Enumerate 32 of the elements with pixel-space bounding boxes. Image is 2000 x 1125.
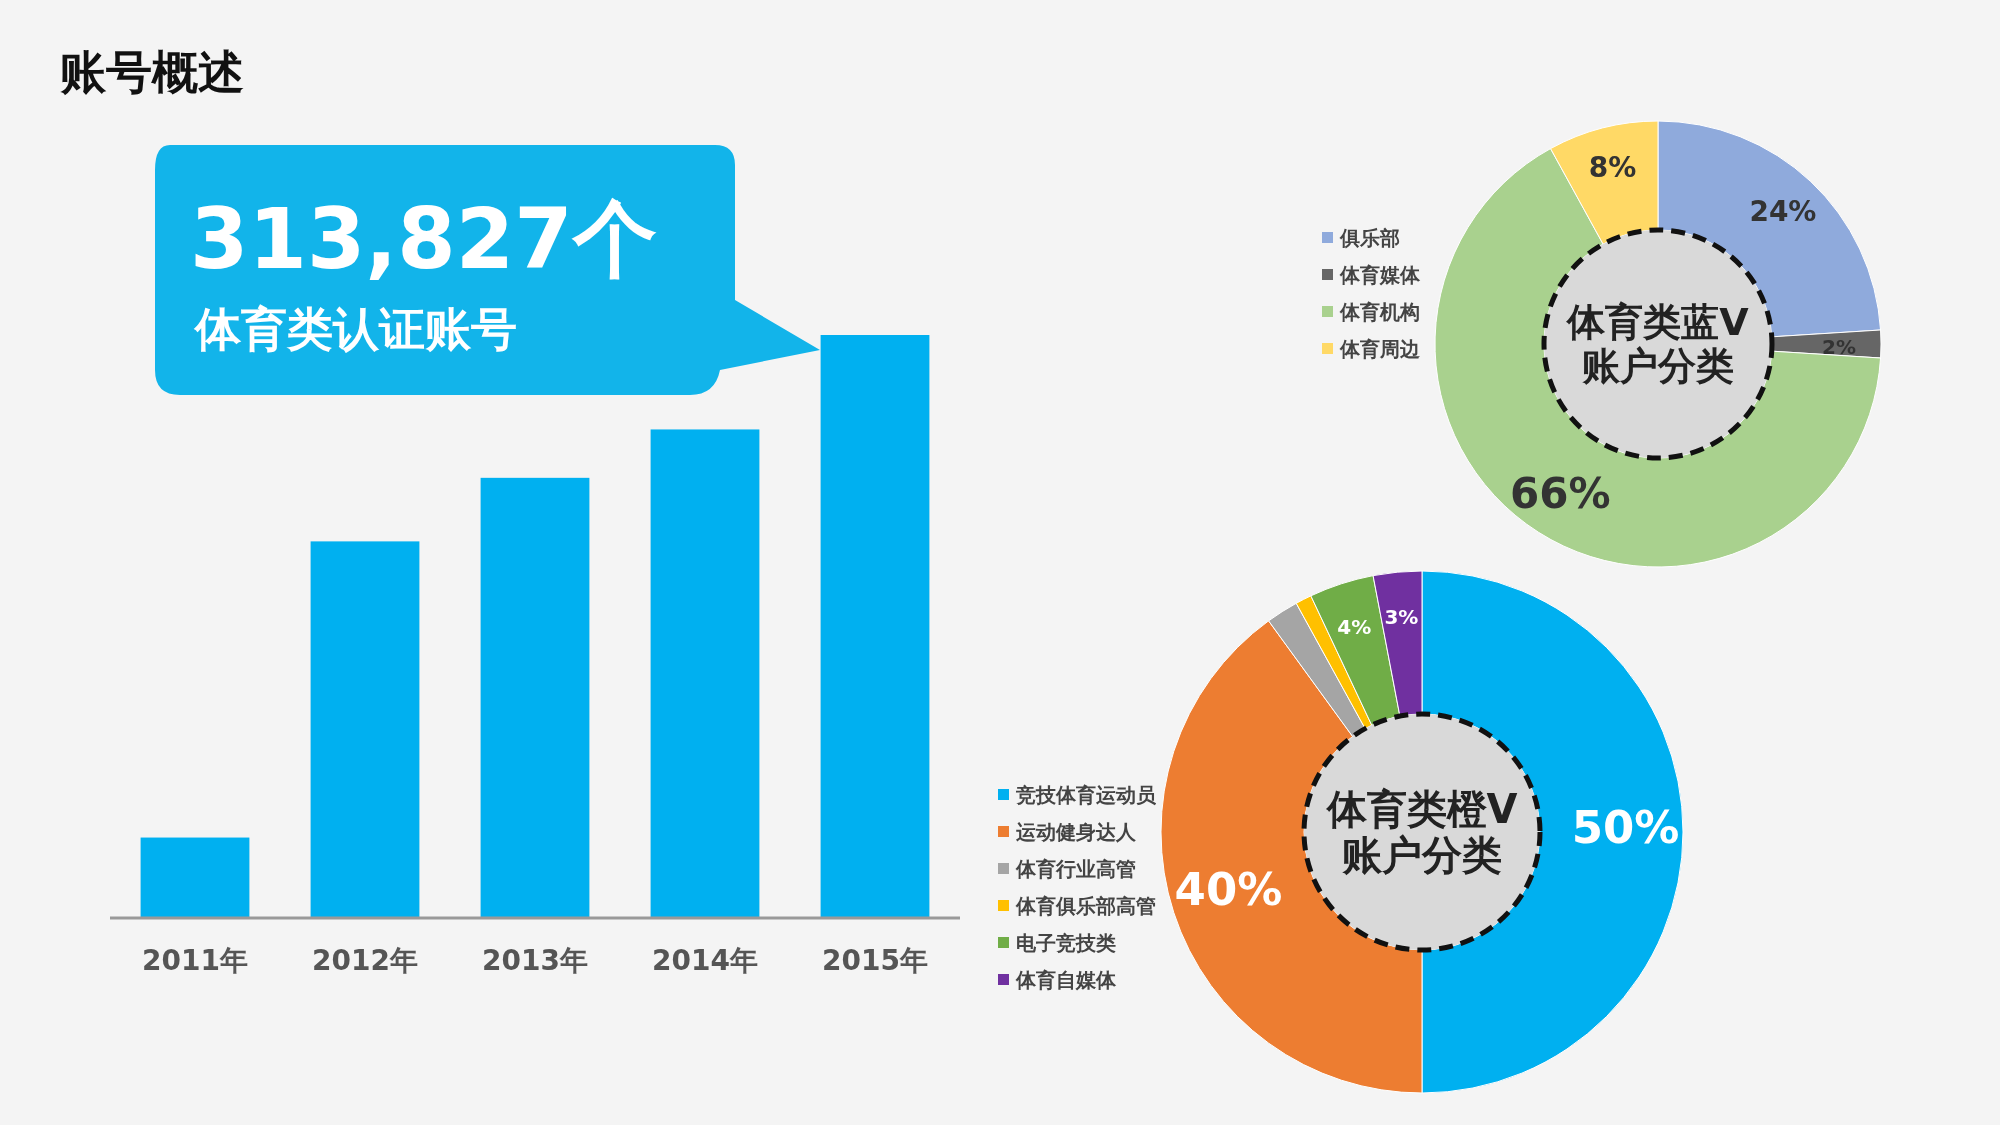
text: 313,827个 [190, 190, 657, 288]
data-label: 8% [1588, 151, 1637, 185]
legend-label: 体育行业高管 [1015, 857, 1136, 881]
legend-label: 体育机构 [1339, 300, 1420, 324]
legend-label: 竞技体育运动员 [1015, 783, 1157, 807]
x-tick-label: 2015年 [822, 944, 928, 977]
annotation: 体育类认证账号 [193, 302, 517, 356]
legend-label: 体育俱乐部高管 [1015, 894, 1156, 918]
legend-label: 体育周边 [1339, 337, 1421, 361]
data-label: 24% [1749, 194, 1817, 228]
bar [820, 335, 930, 918]
x-tick-label: 2011年 [142, 944, 248, 977]
legend-label: 运动健身达人 [1015, 820, 1137, 844]
data-label: 40% [1174, 863, 1283, 917]
bar [310, 541, 420, 918]
x-tick-label: 2012年 [312, 944, 418, 977]
legend-label: 体育自媒体 [1015, 968, 1117, 992]
text: 体育类蓝V 账户分类 [1565, 300, 1750, 389]
legend-label: 俱乐部 [1339, 226, 1400, 250]
legend-label: 电子竞技类 [1016, 931, 1116, 955]
data-label: 50% [1571, 800, 1680, 854]
chart-title: 账号概述 [60, 45, 244, 99]
bar [140, 837, 250, 918]
data-label: 66% [1509, 468, 1611, 518]
data-label: 4% [1337, 615, 1372, 640]
text: 体育类橙V 账户分类 [1324, 786, 1518, 878]
bar [480, 477, 590, 918]
x-tick-label: 2013年 [482, 944, 588, 977]
data-label: 3% [1384, 605, 1419, 630]
legend-label: 体育媒体 [1339, 263, 1421, 287]
x-tick-label: 2014年 [652, 944, 758, 977]
bar [650, 429, 760, 918]
